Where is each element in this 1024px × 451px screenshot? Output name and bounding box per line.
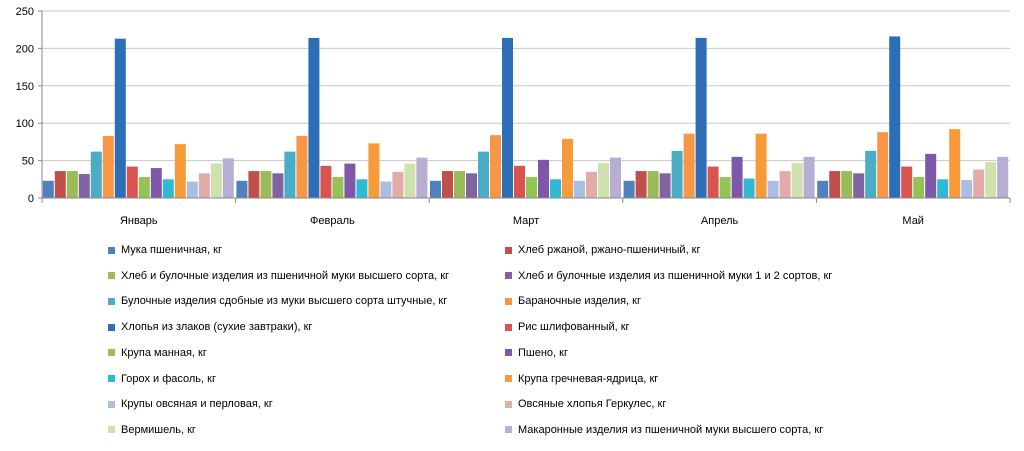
bar (985, 162, 997, 198)
bar (961, 180, 973, 198)
bar (54, 171, 66, 198)
bar (502, 37, 513, 198)
bar (707, 166, 719, 198)
bar (791, 162, 803, 198)
bar (610, 157, 621, 198)
y-tick-label: 100 (16, 118, 34, 130)
bar (659, 173, 671, 198)
bar (889, 36, 901, 198)
bar (296, 135, 308, 198)
bar (478, 151, 489, 198)
bar (368, 143, 380, 198)
bar (937, 179, 949, 198)
bar (90, 151, 102, 198)
bar (901, 166, 913, 198)
bar (210, 163, 222, 198)
bar (332, 177, 344, 198)
bar (442, 171, 453, 198)
bar (126, 166, 138, 198)
bar (647, 171, 659, 198)
bar (416, 157, 428, 198)
bar (514, 165, 525, 198)
bars (42, 36, 1009, 199)
bar (817, 180, 829, 198)
x-tick-label: Февраль (310, 215, 355, 227)
bar (162, 179, 174, 198)
bar (454, 171, 465, 198)
bar (490, 135, 501, 198)
bar (404, 163, 416, 198)
x-axis (41, 11, 1011, 203)
bar (755, 133, 767, 198)
bar (841, 171, 853, 198)
bar (695, 37, 707, 198)
y-tick-label: 200 (16, 43, 34, 55)
bar (562, 138, 573, 198)
bar (526, 177, 537, 198)
bar (272, 173, 284, 198)
bar (743, 178, 755, 198)
bar (66, 171, 78, 198)
bar (150, 168, 162, 198)
bar (586, 171, 597, 198)
bar (356, 179, 368, 198)
bar (222, 158, 234, 198)
bar (623, 180, 635, 198)
bar (260, 171, 272, 198)
bar (102, 135, 114, 198)
bar (574, 180, 585, 198)
bar (829, 171, 841, 198)
bar (236, 180, 248, 198)
y-tick-label: 150 (16, 81, 34, 93)
bar (392, 171, 404, 198)
x-tick-label: Май (902, 215, 924, 227)
bar (78, 174, 90, 198)
bar (284, 151, 296, 198)
bar (671, 150, 683, 198)
bar (308, 37, 320, 198)
bar (198, 173, 210, 198)
bar (248, 171, 260, 198)
bar (598, 162, 609, 198)
bar (635, 171, 647, 198)
bar (550, 179, 561, 198)
bar (538, 159, 549, 198)
bar (380, 181, 392, 198)
bar (138, 177, 150, 198)
bar (320, 165, 332, 198)
bar (430, 180, 441, 198)
bar (731, 156, 743, 198)
bar (344, 163, 356, 198)
bar (174, 144, 186, 198)
bar (865, 150, 877, 198)
x-tick-label: Апрель (701, 215, 739, 227)
x-tick-label: Март (513, 215, 539, 227)
bar (466, 173, 477, 198)
y-tick-label: 250 (16, 6, 34, 18)
bar (779, 171, 791, 198)
bar (114, 38, 126, 199)
bar (803, 156, 815, 198)
y-tick-label: 50 (22, 156, 34, 168)
bar (186, 181, 198, 198)
bar (949, 129, 961, 198)
bar (767, 180, 779, 198)
bar (683, 133, 695, 198)
x-axis-labels: Январь Февраль Март Апрель Май (120, 215, 924, 227)
bar (973, 169, 985, 198)
bar (853, 173, 865, 198)
bar (719, 177, 731, 198)
y-tick-label: 0 (28, 193, 34, 205)
x-tick-label: Январь (120, 215, 158, 227)
grid-lines (42, 10, 1010, 199)
y-axis-ticks: 0 50 100 150 200 250 (16, 6, 42, 205)
bar (997, 156, 1009, 198)
bar (877, 132, 889, 198)
bar (913, 177, 925, 198)
bar (42, 180, 54, 198)
bar (925, 153, 937, 198)
